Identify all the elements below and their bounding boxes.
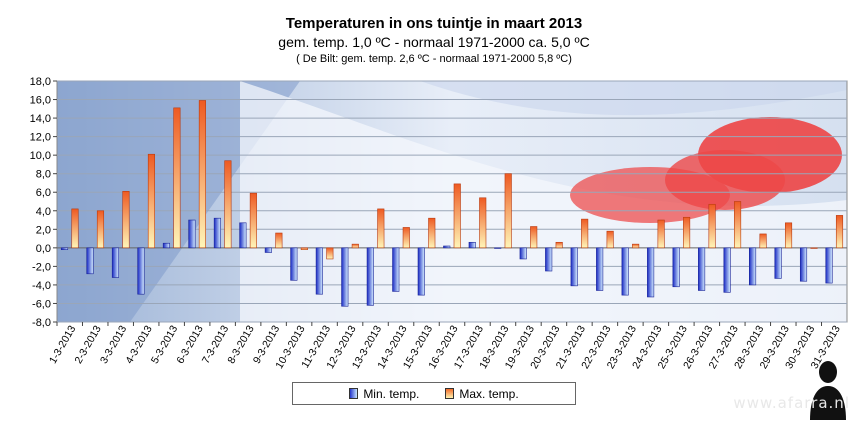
bar-min-temp bbox=[647, 247, 655, 298]
bar-max-temp bbox=[402, 227, 410, 249]
bar-min-temp bbox=[392, 247, 400, 292]
y-tick-label: 4,0 bbox=[36, 206, 51, 218]
bar-max-temp bbox=[835, 215, 844, 249]
bar-max-temp bbox=[96, 210, 105, 249]
y-tick-label: 14,0 bbox=[30, 113, 51, 125]
y-tick-label: 18,0 bbox=[30, 76, 51, 88]
bar-max-temp bbox=[428, 217, 436, 249]
bar-min-temp bbox=[672, 247, 680, 288]
y-tick-label: -4,0 bbox=[32, 280, 51, 292]
bar-min-temp bbox=[60, 247, 69, 251]
bar-max-temp bbox=[326, 247, 334, 260]
bar-max-temp bbox=[708, 203, 716, 249]
watermark: www.afarra.nl bbox=[733, 394, 850, 412]
bar-max-temp bbox=[581, 218, 589, 249]
bar-min-temp bbox=[596, 247, 604, 291]
bar-min-temp bbox=[315, 247, 323, 295]
bar-max-temp bbox=[784, 222, 793, 249]
bar-max-temp bbox=[198, 100, 206, 249]
bar-min-temp bbox=[213, 217, 221, 249]
legend-max: Max. temp. bbox=[445, 386, 519, 401]
bar-max-temp bbox=[275, 232, 283, 249]
bar-min-temp bbox=[188, 219, 196, 249]
y-axis: 18,0 16,0 14,0 12,0 10,0 8,0 6,0 4,0 2,0 0,0 -2,0 -… bbox=[30, 76, 57, 329]
bar-min-temp bbox=[239, 222, 247, 249]
bar-max-temp bbox=[249, 192, 257, 249]
y-tick-label: -2,0 bbox=[32, 261, 51, 273]
bar-max-temp bbox=[657, 219, 665, 249]
bar-max-temp bbox=[351, 243, 359, 249]
y-tick-label: 10,0 bbox=[30, 150, 51, 162]
chart-title: Temperaturen in ons tuintje in maart 201… bbox=[285, 15, 583, 32]
y-tick-label: 16,0 bbox=[30, 95, 51, 107]
bar-max-temp bbox=[453, 183, 461, 249]
y-tick-label: 12,0 bbox=[30, 132, 51, 144]
bar-max-temp bbox=[632, 243, 640, 249]
chart-subtitle: gem. temp. 1,0 ºC - normaal 1971-2000 ca… bbox=[278, 34, 590, 50]
bar-max-temp bbox=[300, 247, 308, 251]
bar-max-temp bbox=[224, 160, 232, 249]
bar-min-temp bbox=[111, 247, 120, 278]
y-tick-label: 2,0 bbox=[36, 224, 51, 236]
bar-min-temp bbox=[494, 247, 502, 249]
bar-min-temp bbox=[799, 247, 808, 282]
bar-max-temp bbox=[504, 173, 512, 249]
bar-min-temp bbox=[468, 241, 476, 249]
x-axis: 1-3-20132-3-20133-3-20134-3-20135-3-2013… bbox=[47, 322, 843, 371]
bar-max-temp bbox=[683, 216, 691, 249]
bar-max-temp bbox=[530, 226, 538, 249]
bar-min-temp bbox=[137, 247, 145, 295]
bar-min-temp bbox=[825, 247, 833, 284]
bar-max-temp bbox=[810, 247, 818, 249]
bar-max-temp bbox=[122, 191, 130, 249]
bar-min-temp bbox=[570, 247, 578, 287]
bar-min-temp bbox=[162, 242, 170, 249]
bar-min-temp bbox=[545, 247, 553, 272]
chart-note: ( De Bilt: gem. temp. 2,6 ºC - normaal 1… bbox=[296, 53, 572, 65]
bar-min-temp bbox=[341, 247, 349, 307]
legend: Min. temp. Max. temp. bbox=[292, 382, 576, 405]
bar-min-temp bbox=[443, 245, 451, 249]
bar-min-temp bbox=[264, 247, 272, 253]
legend-min: Min. temp. bbox=[349, 387, 419, 401]
bar-max-temp bbox=[606, 230, 614, 249]
y-tick-label: 8,0 bbox=[36, 169, 51, 181]
bar-min-temp bbox=[698, 247, 706, 291]
y-tick-label: -6,0 bbox=[32, 298, 51, 310]
bar-min-temp bbox=[723, 247, 731, 293]
bar-min-temp bbox=[86, 247, 94, 275]
bar-min-temp bbox=[774, 247, 782, 279]
legend-min-label: Min. temp. bbox=[363, 386, 420, 401]
bar-max-temp bbox=[71, 208, 79, 249]
bar-max-temp bbox=[147, 153, 155, 249]
y-tick-label: 6,0 bbox=[36, 187, 51, 199]
legend-max-label: Max. temp. bbox=[459, 386, 519, 401]
bar-min-temp bbox=[749, 247, 757, 286]
bar-min-temp bbox=[290, 247, 298, 281]
bar-min-temp bbox=[417, 247, 425, 296]
silhouette-logo bbox=[810, 361, 846, 420]
bar-min-temp bbox=[621, 247, 629, 296]
title-block: Temperaturen in ons tuintje in maart 201… bbox=[0, 0, 868, 67]
bar-max-temp bbox=[734, 201, 742, 249]
bar-max-temp bbox=[173, 107, 181, 249]
gridlines bbox=[57, 80, 847, 323]
y-tick-label: -8,0 bbox=[32, 317, 51, 329]
bar-min-temp bbox=[519, 247, 527, 260]
bar-max-temp bbox=[479, 197, 487, 249]
bar-max-temp bbox=[377, 208, 385, 249]
bar-max-temp bbox=[759, 233, 767, 249]
bar-min-temp bbox=[366, 247, 374, 306]
bar-max-temp bbox=[555, 241, 563, 249]
legend-max-swatch bbox=[445, 388, 455, 399]
legend-min-swatch bbox=[349, 388, 359, 399]
y-tick-label: 0,0 bbox=[36, 243, 51, 255]
bars bbox=[60, 100, 844, 307]
